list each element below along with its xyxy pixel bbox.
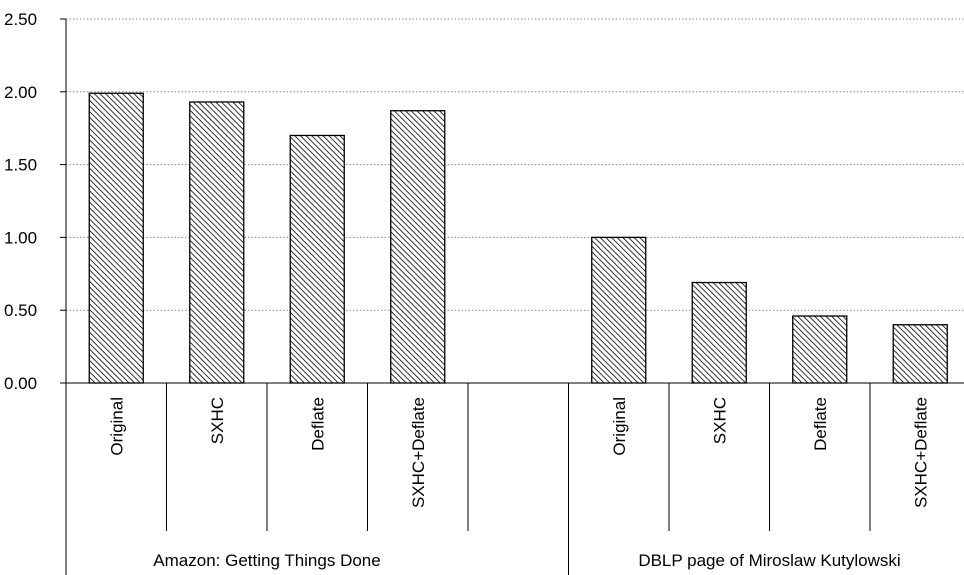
bar [792,315,848,384]
bar [892,324,948,384]
bar [88,92,144,384]
bar [289,134,345,384]
x-tick-label: Original [610,397,629,456]
y-tick-label: 2.00 [4,83,37,102]
x-tick-label: SXHC [710,397,729,444]
group-label: Amazon: Getting Things Done [153,551,380,570]
x-tick-label: SXHC+Deflate [911,397,930,508]
x-tick-label: Deflate [308,397,327,451]
y-tick-label: 0.00 [4,374,37,393]
bar [390,110,446,384]
x-tick-label: Original [107,397,126,456]
gridlines [66,18,964,311]
y-tick-label: 2.50 [4,10,37,29]
x-tick-label: Deflate [811,397,830,451]
y-tick-label: 1.00 [4,228,37,247]
group-label: DBLP page of Miroslaw Kutylowski [638,551,900,570]
bar [189,101,245,384]
bar [691,281,747,384]
bar [591,236,647,384]
bars [88,92,948,384]
y-tick-label: 1.50 [4,156,37,175]
x-tick-label: SXHC [208,397,227,444]
y-tick-label: 0.50 [4,301,37,320]
x-tick-label: SXHC+Deflate [409,397,428,508]
labels: 0.00 0.50 1.00 1.50 2.00 2.50 Original SXHC Defl… [4,10,930,570]
